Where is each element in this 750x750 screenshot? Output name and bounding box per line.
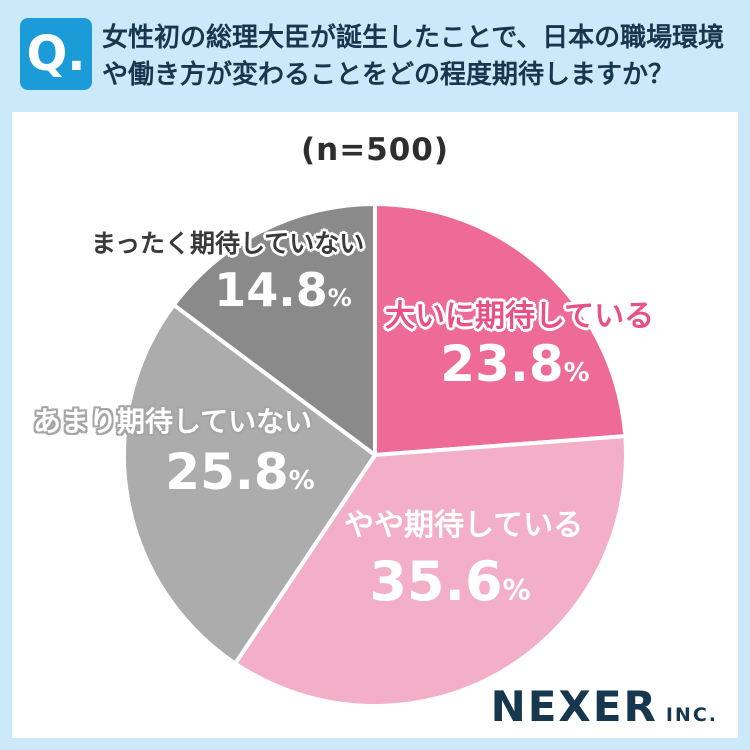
company-logo: NEXER INC. <box>491 686 718 728</box>
pie-slice-4-value: 14.8% <box>192 266 374 314</box>
sample-size: (n=500) <box>300 132 450 168</box>
percent-number: 14.8 <box>214 263 328 317</box>
question-badge-label: Q. <box>26 26 86 82</box>
company-logo-suffix: INC. <box>665 704 718 726</box>
pie-slice-3-value: 25.8% <box>135 446 345 499</box>
percent-number: 35.6 <box>369 550 503 613</box>
pie-slice-1 <box>373 202 628 457</box>
question-line-2: や働き方が変わることをどの程度期待しますか？ <box>102 60 675 90</box>
company-logo-name: NEXER <box>490 682 658 731</box>
question-line-1: 女性初の総理大臣が誕生したことで、日本の職場環境 <box>102 23 725 53</box>
pie-slice-4-label: まったく期待していない <box>91 229 365 258</box>
pie-slice-4 <box>171 202 377 457</box>
percent-sign: % <box>563 358 590 388</box>
pie-slice-3 <box>122 302 377 666</box>
percent-number: 25.8 <box>165 443 289 501</box>
percent-number: 23.8 <box>440 335 564 393</box>
percent-sign: % <box>288 466 315 496</box>
pie-slice-3-label: あまり期待していない <box>33 405 313 438</box>
pie-slice-2-label: やや期待している <box>344 508 584 543</box>
question-badge: Q. <box>20 18 92 90</box>
percent-sign: % <box>327 284 352 312</box>
percent-sign: % <box>502 574 531 607</box>
pie-slice-2 <box>233 434 628 708</box>
pie-chart <box>122 202 628 708</box>
pie-slice-1-label: 大いに期待している <box>385 299 655 334</box>
question-title: 女性初の総理大臣が誕生したことで、日本の職場環境 や働き方が変わることをどの程度… <box>102 20 742 94</box>
pie-slice-2-value: 35.6% <box>333 553 567 611</box>
pie-chart-area <box>120 200 630 710</box>
pie-slice-1-value: 23.8% <box>395 338 635 391</box>
